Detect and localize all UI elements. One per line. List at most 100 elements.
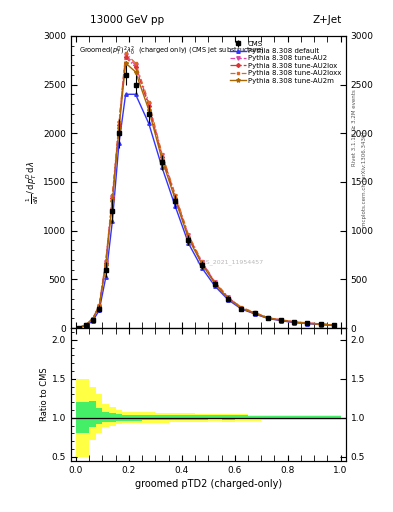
Pythia 8.308 default	[110, 218, 115, 224]
Pythia 8.308 tune-AU2loxx	[77, 325, 82, 331]
Pythia 8.308 tune-AU2	[332, 322, 336, 328]
Pythia 8.308 tune-AU2lox	[147, 103, 151, 109]
Pythia 8.308 default	[292, 319, 297, 326]
Pythia 8.308 default	[117, 140, 121, 146]
Pythia 8.308 default	[90, 318, 95, 324]
Text: 13000 GeV pp: 13000 GeV pp	[90, 15, 165, 25]
Pythia 8.308 tune-AU2loxx	[97, 302, 101, 308]
Y-axis label: $\frac{1}{\mathrm{d}N}\,/\,\mathrm{d}p_T^D\,\mathrm{d}\lambda$: $\frac{1}{\mathrm{d}N}\,/\,\mathrm{d}p_T…	[25, 160, 42, 204]
Pythia 8.308 tune-AU2	[239, 305, 244, 311]
Pythia 8.308 tune-AU2lox	[292, 319, 297, 325]
Pythia 8.308 tune-AU2lox	[90, 316, 95, 322]
Pythia 8.308 tune-AU2lox	[97, 303, 101, 309]
Pythia 8.308 tune-AU2	[305, 320, 310, 326]
Pythia 8.308 default	[84, 323, 88, 329]
Pythia 8.308 default	[305, 321, 310, 327]
Pythia 8.308 tune-AU2	[226, 294, 230, 301]
Pythia 8.308 tune-AU2lox	[226, 295, 230, 301]
Pythia 8.308 tune-AU2	[117, 120, 121, 126]
Pythia 8.308 tune-AU2lox	[110, 196, 115, 202]
Pythia 8.308 default	[265, 315, 270, 322]
Pythia 8.308 tune-AU2loxx	[123, 50, 128, 56]
Pythia 8.308 tune-AU2	[123, 52, 128, 58]
Pythia 8.308 tune-AU2m	[103, 262, 108, 268]
Pythia 8.308 tune-AU2lox	[252, 310, 257, 316]
Pythia 8.308 tune-AU2loxx	[265, 314, 270, 321]
Line: Pythia 8.308 tune-AU2loxx: Pythia 8.308 tune-AU2loxx	[78, 52, 335, 329]
Pythia 8.308 default	[199, 265, 204, 271]
Pythia 8.308 tune-AU2loxx	[160, 151, 164, 157]
Pythia 8.308 tune-AU2m	[305, 320, 310, 326]
Pythia 8.308 tune-AU2lox	[160, 154, 164, 160]
Pythia 8.308 tune-AU2loxx	[292, 318, 297, 325]
Pythia 8.308 tune-AU2	[97, 303, 101, 309]
Pythia 8.308 tune-AU2m	[213, 281, 217, 287]
Pythia 8.308 tune-AU2lox	[305, 320, 310, 326]
Pythia 8.308 tune-AU2loxx	[279, 316, 283, 323]
Pythia 8.308 tune-AU2lox	[133, 64, 138, 70]
Pythia 8.308 default	[332, 323, 336, 329]
Line: Pythia 8.308 tune-AU2m: Pythia 8.308 tune-AU2m	[77, 61, 336, 330]
Pythia 8.308 tune-AU2loxx	[84, 322, 88, 328]
Pythia 8.308 tune-AU2lox	[279, 317, 283, 323]
Pythia 8.308 tune-AU2	[199, 259, 204, 265]
Pythia 8.308 default	[252, 311, 257, 317]
Pythia 8.308 tune-AU2	[160, 152, 164, 158]
Text: Groomed$(p_T^D)^2\lambda_0^2$  (charged only) (CMS jet substructure): Groomed$(p_T^D)^2\lambda_0^2$ (charged o…	[79, 45, 264, 58]
Pythia 8.308 tune-AU2lox	[77, 325, 82, 331]
Pythia 8.308 tune-AU2m	[84, 322, 88, 328]
Pythia 8.308 tune-AU2lox	[199, 260, 204, 266]
Pythia 8.308 tune-AU2lox	[332, 322, 336, 328]
Pythia 8.308 tune-AU2loxx	[252, 309, 257, 315]
Pythia 8.308 tune-AU2loxx	[110, 191, 115, 198]
Pythia 8.308 tune-AU2	[90, 316, 95, 322]
Pythia 8.308 tune-AU2	[110, 194, 115, 200]
Pythia 8.308 tune-AU2loxx	[226, 294, 230, 300]
Pythia 8.308 tune-AU2	[103, 259, 108, 265]
Pythia 8.308 tune-AU2m	[147, 107, 151, 113]
Pythia 8.308 tune-AU2loxx	[117, 118, 121, 124]
Pythia 8.308 tune-AU2m	[123, 60, 128, 66]
Pythia 8.308 tune-AU2loxx	[199, 258, 204, 264]
Pythia 8.308 tune-AU2lox	[239, 305, 244, 311]
Pythia 8.308 tune-AU2m	[186, 236, 191, 242]
Pythia 8.308 default	[279, 317, 283, 324]
Pythia 8.308 tune-AU2loxx	[147, 99, 151, 105]
Pythia 8.308 tune-AU2m	[199, 261, 204, 267]
Pythia 8.308 tune-AU2m	[332, 322, 336, 328]
Pythia 8.308 tune-AU2	[213, 279, 217, 285]
Pythia 8.308 tune-AU2lox	[173, 195, 178, 201]
Pythia 8.308 default	[77, 325, 82, 331]
Text: CMS_2021_11954457: CMS_2021_11954457	[197, 260, 264, 265]
Text: Rivet 3.1.10, ≥ 3.2M events: Rivet 3.1.10, ≥ 3.2M events	[352, 90, 357, 166]
Pythia 8.308 tune-AU2	[318, 321, 323, 327]
Pythia 8.308 tune-AU2m	[252, 310, 257, 316]
Pythia 8.308 tune-AU2	[147, 101, 151, 107]
Pythia 8.308 tune-AU2lox	[318, 321, 323, 327]
Pythia 8.308 tune-AU2	[186, 232, 191, 239]
Pythia 8.308 tune-AU2m	[77, 325, 82, 331]
Pythia 8.308 tune-AU2lox	[84, 322, 88, 328]
Pythia 8.308 tune-AU2	[173, 193, 178, 199]
Pythia 8.308 default	[133, 91, 138, 97]
Pythia 8.308 tune-AU2lox	[123, 54, 128, 60]
Pythia 8.308 tune-AU2m	[318, 321, 323, 327]
Y-axis label: Ratio to CMS: Ratio to CMS	[40, 368, 49, 421]
Text: mcplots.cern.ch [arXiv:1306.3436]: mcplots.cern.ch [arXiv:1306.3436]	[362, 132, 367, 227]
Pythia 8.308 tune-AU2m	[265, 315, 270, 321]
Pythia 8.308 tune-AU2	[84, 322, 88, 328]
Pythia 8.308 default	[147, 120, 151, 126]
Pythia 8.308 default	[226, 296, 230, 303]
Pythia 8.308 tune-AU2m	[90, 316, 95, 323]
Pythia 8.308 tune-AU2loxx	[318, 321, 323, 327]
Pythia 8.308 tune-AU2loxx	[332, 322, 336, 328]
Pythia 8.308 tune-AU2lox	[265, 315, 270, 321]
Pythia 8.308 default	[173, 203, 178, 209]
Pythia 8.308 tune-AU2m	[292, 319, 297, 325]
Pythia 8.308 tune-AU2loxx	[103, 258, 108, 264]
Pythia 8.308 tune-AU2m	[160, 157, 164, 163]
Text: Z+Jet: Z+Jet	[313, 15, 342, 25]
Pythia 8.308 tune-AU2	[133, 62, 138, 68]
Pythia 8.308 tune-AU2	[77, 325, 82, 331]
X-axis label: groomed pTD2 (charged-only): groomed pTD2 (charged-only)	[135, 479, 282, 489]
